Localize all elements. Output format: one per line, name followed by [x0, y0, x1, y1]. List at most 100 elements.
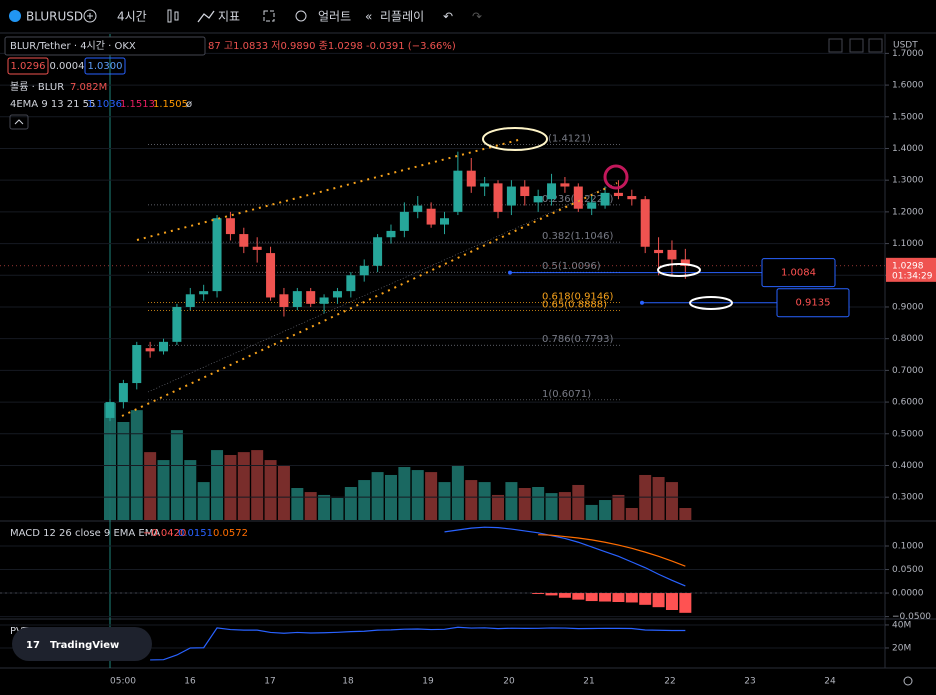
annotation-box: [776, 288, 850, 318]
candle-body: [654, 249, 664, 254]
fib-label: (1.4121): [548, 134, 591, 145]
annotation-anchor: [508, 270, 512, 275]
candle-body: [212, 218, 222, 292]
y-tick-label: 0.0500: [892, 565, 924, 575]
candle-body: [145, 348, 155, 352]
volume-bar: [277, 464, 290, 520]
volume-bar: [478, 482, 491, 520]
annotation-box: [761, 258, 836, 288]
candle-body: [520, 186, 530, 197]
ask-box[interactable]: [84, 57, 126, 75]
candle-body: [426, 208, 436, 225]
indicators[interactable]: 지표: [218, 10, 240, 24]
ema-value: 1.1513: [120, 99, 155, 110]
templates[interactable]: [263, 10, 275, 22]
y-tick-label: 1.4000: [892, 144, 924, 154]
candle-body: [399, 211, 409, 231]
x-tick-label: 21: [583, 677, 594, 687]
volume-bar: [211, 450, 224, 520]
volume-bar: [358, 480, 371, 520]
bid-box[interactable]: [7, 57, 49, 75]
y-tick-label: 0.6000: [892, 398, 924, 408]
volume-bar: [558, 492, 571, 520]
macd-histogram: [612, 593, 625, 602]
y-tick-label: 0.8000: [892, 334, 924, 344]
y-tick-label: 1.1000: [892, 239, 924, 249]
candle-body: [279, 294, 289, 307]
add-symbol[interactable]: [83, 9, 97, 23]
volume-bar: [117, 421, 130, 520]
toolbar: [0, 0, 936, 33]
candle-body: [466, 170, 476, 187]
candle-body: [306, 291, 316, 304]
alert-icon: [295, 10, 307, 22]
replay[interactable]: 리플레이: [380, 10, 424, 24]
annotation-anchor: [640, 300, 644, 305]
symbol[interactable]: BLURUSD: [26, 10, 83, 24]
macd-histogram: [652, 593, 665, 608]
volume-bar: [237, 452, 250, 520]
pane-value: 0.0572: [213, 528, 248, 539]
macd-histogram: [599, 593, 612, 602]
legend-title-box[interactable]: [4, 36, 206, 56]
y-tick-label: 40M: [892, 620, 911, 630]
candle-body: [453, 170, 463, 212]
symbol-icon[interactable]: [9, 10, 21, 22]
macd-histogram: [679, 593, 692, 613]
collapse-icon: [14, 119, 24, 125]
y-tick-label: 1.3000: [892, 176, 924, 186]
volume-bar: [679, 508, 692, 520]
settings[interactable]: [903, 676, 913, 686]
pane-value: −0.0420: [143, 528, 186, 539]
y-tick-label: 0.7000: [892, 366, 924, 376]
pane-button[interactable]: [849, 38, 864, 53]
alert[interactable]: 얼러트: [318, 10, 351, 24]
x-tick-label: 17: [264, 677, 275, 687]
x-tick-label: 18: [342, 677, 354, 687]
volume-bar: [304, 492, 317, 520]
y-tick-label: 1.5000: [892, 112, 924, 122]
volume-bar: [371, 472, 384, 520]
volume-name: 볼륨 · BLUR: [10, 81, 64, 93]
macd-histogram: [585, 593, 598, 602]
volume-bar: [532, 486, 545, 520]
watermark-badge[interactable]: [12, 627, 152, 661]
x-tick-label: 22: [664, 677, 675, 687]
volume-bar: [398, 467, 411, 520]
volume-bar: [625, 507, 638, 520]
volume-bar: [665, 482, 678, 520]
volume-bar: [518, 488, 531, 520]
x-tick-label: 05:00: [110, 677, 136, 687]
pane-button[interactable]: [828, 38, 843, 53]
pane-button[interactable]: [868, 38, 883, 53]
volume-bar: [144, 452, 157, 520]
marker-ellipse: [657, 263, 701, 277]
volume-bar: [318, 494, 331, 520]
macd-line: [444, 526, 686, 587]
chart-type[interactable]: [167, 9, 172, 23]
ema-value: 1.1505: [153, 99, 188, 110]
y-tick-label: 0.3000: [892, 493, 924, 503]
pane-value: 0.0151: [178, 528, 213, 539]
volume-bar: [545, 493, 558, 520]
macd-histogram: [545, 593, 558, 596]
undo[interactable]: ↶: [443, 10, 453, 24]
collapse-legend[interactable]: [9, 114, 29, 130]
interval[interactable]: 4시간: [117, 10, 147, 24]
y-tick-label: 0.0000: [892, 589, 924, 599]
volume-bar: [451, 464, 464, 520]
candle-body: [252, 246, 262, 250]
volume-bar: [599, 500, 612, 520]
candle-body: [346, 275, 356, 292]
candle-body: [386, 230, 396, 238]
volume-bar: [492, 494, 505, 520]
candle-body: [292, 291, 302, 307]
volume-bar: [652, 477, 665, 520]
macd-histogram: [558, 593, 571, 598]
redo[interactable]: ↷: [472, 10, 482, 24]
replay-icon: «: [365, 10, 372, 24]
watermark-logo: 17: [26, 640, 40, 651]
annotation-label: 0.9135: [796, 298, 831, 309]
candle-body: [613, 192, 623, 197]
